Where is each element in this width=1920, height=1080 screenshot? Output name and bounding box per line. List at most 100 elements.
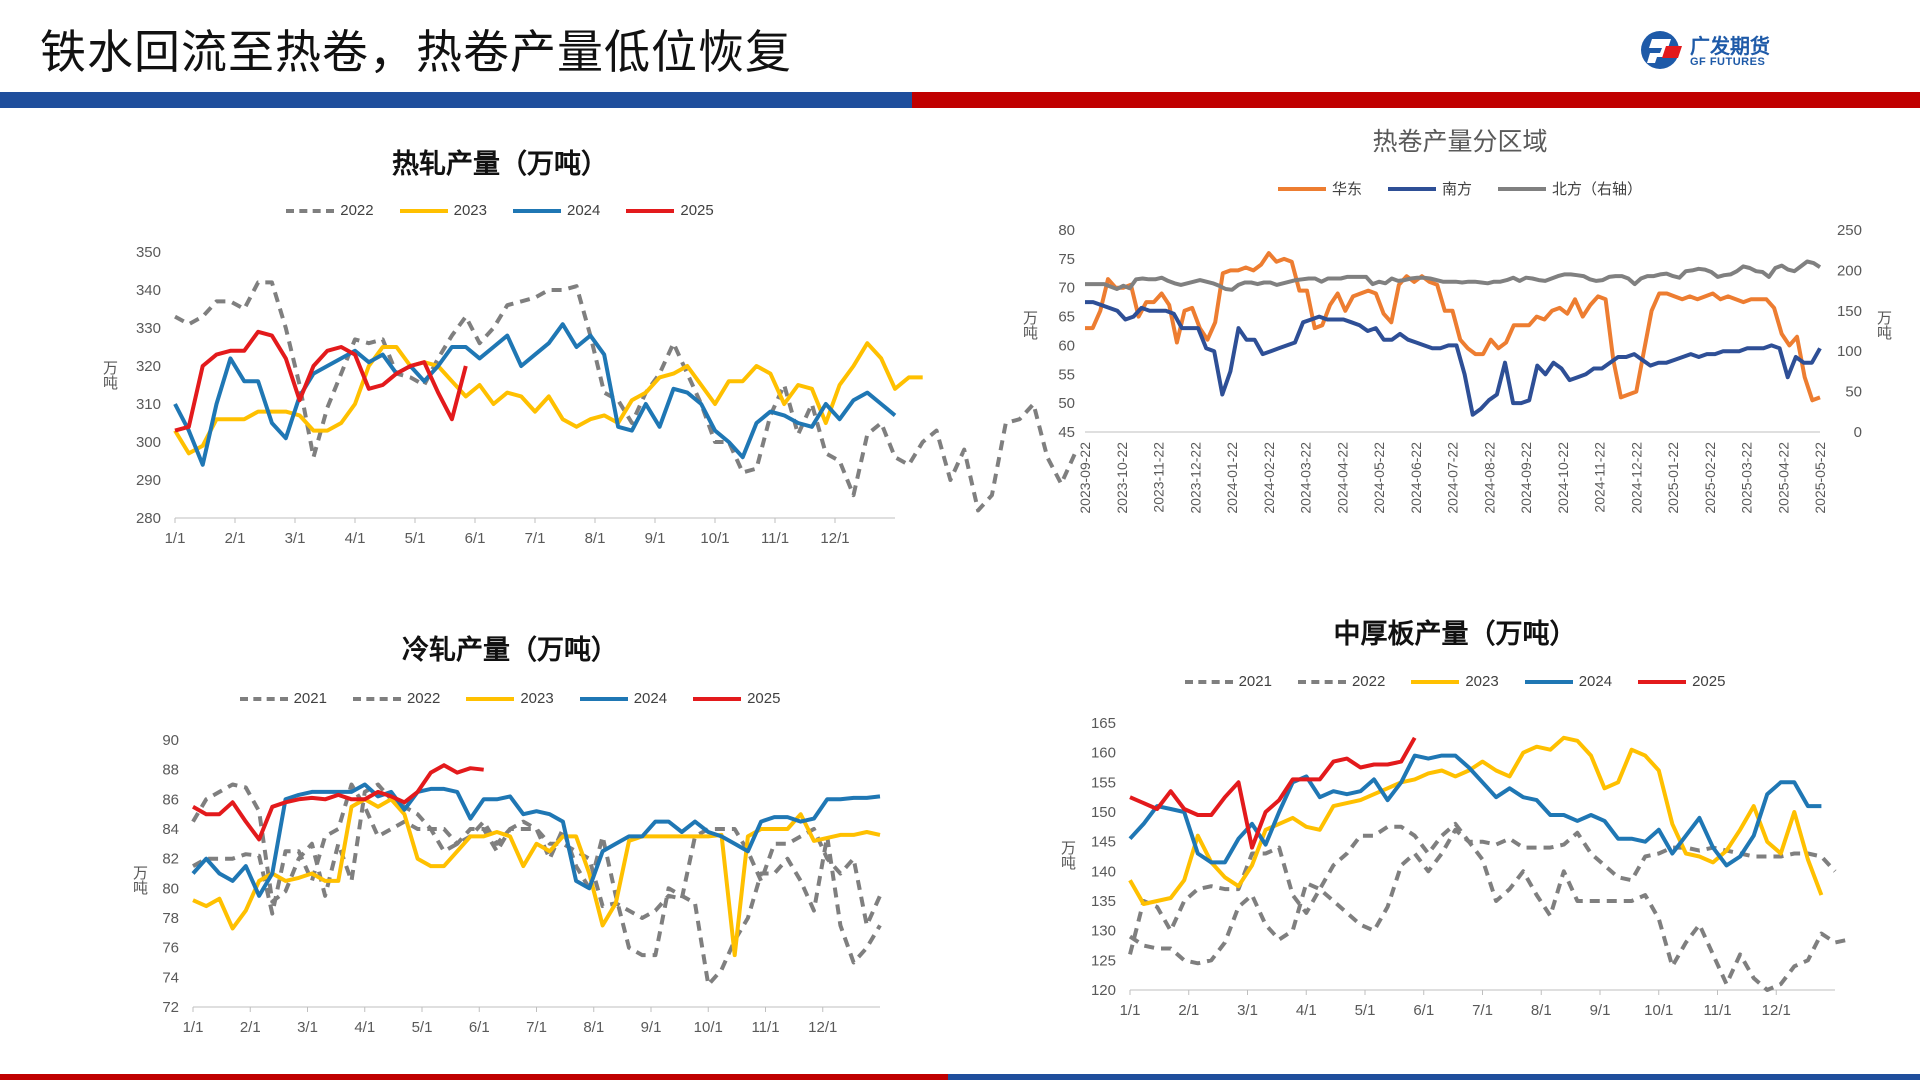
legend-item: 2024 [513, 202, 600, 219]
x-tick-label: 11/1 [751, 1019, 779, 1036]
legend-item: 2023 [466, 690, 554, 707]
x-tick-label: 4/1 [1296, 1002, 1317, 1019]
chart-plot: 280 290 300 310 320 330 340 350 1/1 2/1 3/1 4/1 5/1 6… [136, 244, 1077, 547]
y-tick-label: 155 [1091, 774, 1116, 791]
series-line-2021 [191, 782, 882, 987]
x-tick-label: 2024-07-22 [1445, 442, 1461, 514]
y-left-tick-label: 45 [1058, 424, 1075, 441]
x-tick-label: 2025-03-22 [1739, 442, 1755, 514]
x-tick-label: 5/1 [1355, 1002, 1376, 1019]
y-tick-label: 290 [136, 472, 161, 489]
divider-blue-segment [0, 92, 912, 108]
logo-text-cn: 广发期货 [1690, 34, 1770, 58]
legend-item: 2022 [1297, 673, 1386, 690]
x-tick-label: 7/1 [1472, 1002, 1493, 1019]
y-left-tick-label: 65 [1058, 309, 1075, 326]
x-tick-label: 2024-03-22 [1298, 442, 1314, 514]
legend-swatch [1524, 679, 1573, 684]
series-line-south [1085, 300, 1822, 417]
legend-swatch [352, 696, 401, 701]
chart-title: 热卷产量分区域 [1372, 127, 1548, 156]
y-tick-label: 120 [1091, 982, 1116, 999]
legend-label: 2024 [633, 690, 668, 707]
x-tick-label: 10/1 [694, 1019, 723, 1036]
x-tick-label: 2024-10-22 [1555, 442, 1571, 514]
series-line-north-right-axis [1085, 259, 1822, 292]
chart-plot: 120 125 130 135 140 145 150 155 160 165 1/1 2/1 3/1 4… [1091, 715, 1850, 1019]
x-tick-label: 10/1 [700, 530, 729, 547]
y-tick-label: 78 [162, 910, 179, 927]
legend-item: 2021 [1184, 673, 1272, 690]
legend-item: 2025 [626, 202, 714, 219]
x-tick-label: 6/1 [1413, 1002, 1434, 1019]
legend-item: 南方 [1387, 178, 1472, 199]
legend-label: 2025 [680, 202, 714, 219]
legend-label: 2024 [1578, 673, 1613, 690]
chart-title: 热轧产量（万吨） [392, 149, 608, 180]
series-line-2023 [1128, 735, 1824, 906]
x-tick-label: 9/1 [641, 1019, 662, 1036]
x-tick-label: 8/1 [583, 1019, 604, 1036]
y-tick-label: 330 [136, 320, 161, 337]
y-tick-label: 74 [162, 969, 179, 986]
y-tick-label: 76 [162, 940, 179, 957]
legend-label: 2022 [406, 690, 441, 707]
chart-hrc-by-region: 热卷产量分区域 华东 南方 北方（右轴） 万吨 万吨 45 50 55 60 65 70 75 8… [1010, 120, 1910, 540]
y-tick-label: 300 [136, 434, 161, 451]
x-tick-label: 11/1 [1703, 1002, 1731, 1019]
legend-swatch [693, 696, 742, 701]
y-left-tick-label: 70 [1058, 280, 1075, 297]
y-tick-label: 125 [1091, 952, 1116, 969]
y-tick-label: 150 [1091, 804, 1116, 821]
chart-hot-rolled: 热轧产量（万吨） 2022 2023 2024 2025 万吨 280 290 300 31… [100, 130, 1077, 560]
x-tick-label: 4/1 [354, 1019, 375, 1036]
y-tick-label: 135 [1091, 893, 1116, 910]
header-divider-bar [0, 92, 1920, 108]
x-tick-label: 2/1 [1178, 1002, 1199, 1019]
series-line-east-china [1085, 251, 1821, 403]
x-tick-label: 6/1 [469, 1019, 490, 1036]
y-right-tick-label: 100 [1837, 343, 1862, 360]
x-tick-label: 10/1 [1644, 1002, 1673, 1019]
x-tick-label: 7/1 [525, 530, 546, 547]
legend-item: 华东 [1277, 178, 1362, 199]
x-tick-label: 11/1 [761, 530, 789, 547]
legend-item: 2025 [693, 690, 780, 707]
y-tick-label: 84 [162, 821, 179, 838]
legend-item: 2022 [352, 690, 441, 707]
legend-item: 2021 [239, 690, 327, 707]
y-left-tick-label: 80 [1058, 222, 1075, 239]
y-axis-label: 万吨 [101, 360, 119, 390]
x-tick-label: 2023-12-22 [1187, 442, 1203, 514]
legend-swatch [1277, 186, 1326, 191]
x-tick-label: 8/1 [585, 530, 606, 547]
legend-label: 2022 [1351, 673, 1386, 690]
y-left-tick-label: 75 [1058, 251, 1075, 268]
y-left-tick-label: 50 [1058, 395, 1075, 412]
x-tick-label: 7/1 [526, 1019, 547, 1036]
legend-swatch [1411, 679, 1460, 684]
series-line-2024 [173, 322, 897, 467]
legend-swatch [579, 696, 628, 701]
y-axis-label: 万吨 [1059, 840, 1077, 870]
x-tick-label: 2024-11-22 [1592, 442, 1608, 513]
x-tick-label: 2023-09-22 [1077, 442, 1093, 514]
y-right-tick-label: 200 [1837, 262, 1862, 279]
y-tick-label: 140 [1091, 863, 1116, 880]
series-line-2025 [174, 329, 468, 433]
series-line-2022 [1128, 821, 1837, 955]
y-tick-label: 145 [1091, 834, 1116, 851]
series-line-2025 [1129, 736, 1417, 850]
x-tick-label: 2024-09-22 [1518, 442, 1534, 514]
legend-item: 2022 [286, 202, 374, 219]
legend-item: 2024 [579, 690, 668, 707]
y-tick-label: 72 [162, 999, 179, 1016]
y-left-tick-label: 60 [1058, 337, 1075, 354]
page-title: 铁水回流至热卷，热卷产量低位恢复 [40, 25, 792, 79]
x-tick-label: 1/1 [1120, 1002, 1141, 1019]
legend-item: 2023 [1411, 673, 1499, 690]
series-line-2022 [192, 782, 882, 928]
x-tick-label: 2024-08-22 [1481, 442, 1497, 514]
y-tick-label: 82 [162, 851, 179, 868]
chart-legend: 2022 2023 2024 2025 [100, 202, 900, 219]
